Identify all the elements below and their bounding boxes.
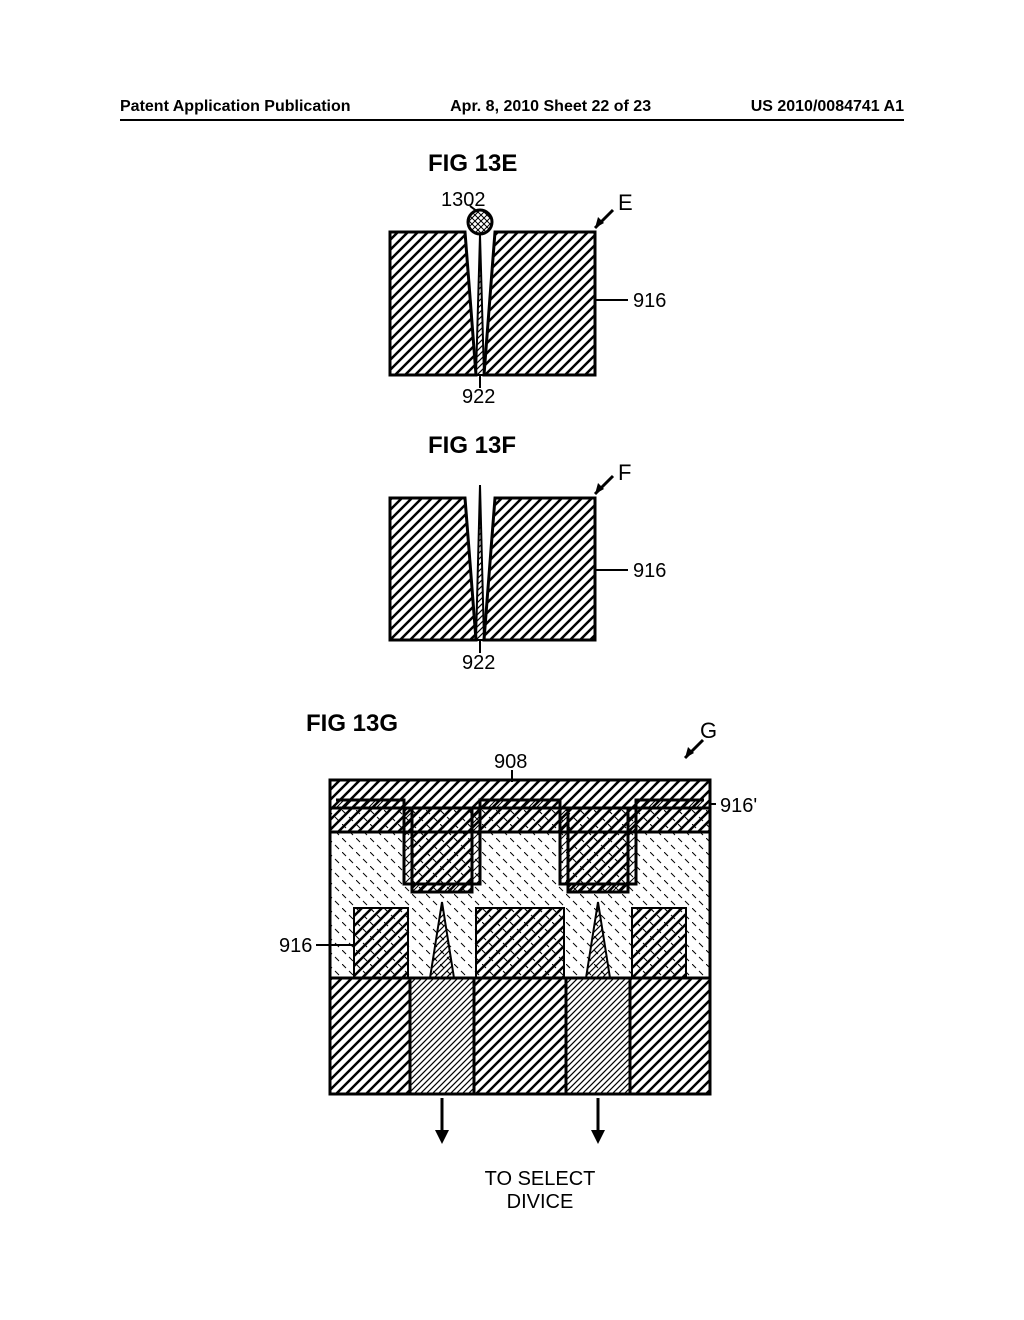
fig13g-title: FIG 13G — [306, 710, 398, 738]
fig13g-diagram — [300, 740, 760, 1170]
header-left: Patent Application Publication — [120, 98, 351, 116]
fig13g-bottom-line1: TO SELECT — [460, 1168, 620, 1191]
fig13f-diagram — [370, 470, 650, 670]
page-header: Patent Application Publication Apr. 8, 2… — [120, 98, 904, 121]
fig13g-bottom: TO SELECT DIVICE — [460, 1168, 620, 1214]
header-right: US 2010/0084741 A1 — [751, 98, 904, 116]
fig13f-title: FIG 13F — [428, 432, 516, 460]
fig13e-diagram — [370, 200, 650, 400]
fig13g-bottom-line2: DIVICE — [460, 1191, 620, 1214]
header-center: Apr. 8, 2010 Sheet 22 of 23 — [450, 98, 651, 116]
fig13e-title: FIG 13E — [428, 150, 517, 178]
